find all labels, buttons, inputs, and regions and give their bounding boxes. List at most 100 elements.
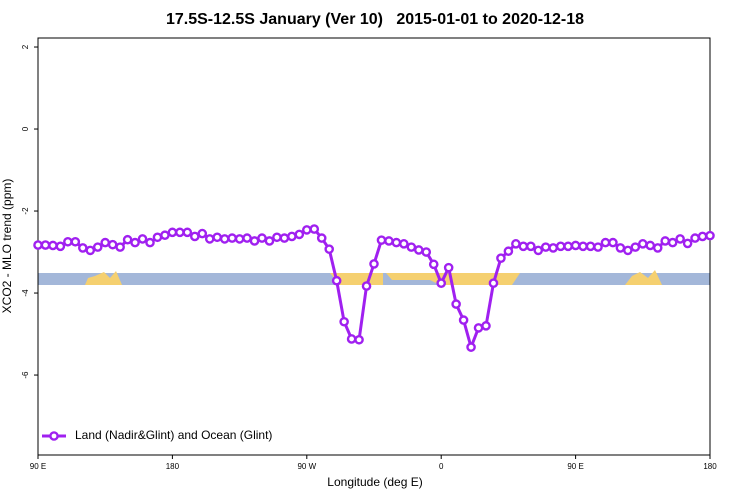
data-point	[294, 229, 305, 240]
y-tick-label: 0	[21, 126, 30, 131]
data-point	[354, 334, 364, 345]
x-tick-label: 180	[166, 462, 180, 471]
data-point	[600, 237, 611, 248]
data-point	[682, 238, 693, 249]
data-point	[324, 244, 335, 254]
data-point	[563, 241, 573, 252]
data-point	[145, 237, 155, 248]
data-point	[443, 262, 454, 273]
data-point	[623, 245, 633, 256]
data-point	[40, 240, 51, 250]
data-point	[436, 278, 447, 288]
y-axis-label: XCO2 - MLO trend (ppm)	[0, 179, 14, 314]
data-point	[667, 237, 678, 248]
data-point	[331, 275, 342, 286]
data-point	[555, 241, 566, 252]
data-point	[182, 227, 193, 238]
y-tick-label: 2	[21, 44, 30, 49]
data-point	[242, 233, 252, 243]
x-tick-label: 90 W	[297, 462, 316, 471]
y-tick-label: -6	[21, 371, 30, 379]
data-point	[130, 237, 140, 248]
data-point	[645, 240, 656, 251]
data-point	[219, 234, 230, 244]
data-point	[316, 233, 327, 243]
data-point	[705, 230, 715, 241]
data-point	[376, 235, 387, 245]
data-point	[152, 232, 163, 243]
plot-frame	[37, 37, 711, 456]
data-point	[301, 225, 312, 235]
data-point	[227, 233, 237, 243]
data-point	[287, 231, 297, 242]
x-tick-label: 90 E	[30, 462, 46, 471]
data-point	[249, 236, 260, 246]
data-point	[399, 239, 409, 249]
data-point	[63, 236, 73, 247]
data-point	[615, 243, 626, 253]
data-point	[92, 242, 103, 252]
data-point	[690, 233, 700, 243]
data-point	[697, 231, 708, 242]
series-line	[38, 227, 711, 352]
data-point	[466, 342, 476, 352]
data-point	[511, 239, 521, 249]
data-point	[570, 240, 581, 251]
data-point	[55, 241, 66, 252]
data-point	[234, 234, 245, 244]
land-ocean-strip	[38, 270, 710, 285]
data-point	[48, 240, 58, 251]
data-point	[578, 241, 588, 252]
data-point	[481, 321, 491, 331]
data-point	[406, 242, 417, 252]
data-point	[339, 316, 349, 327]
legend-marker	[49, 431, 59, 441]
data-point	[309, 224, 320, 234]
data-point	[189, 231, 200, 242]
data-point	[421, 247, 432, 257]
data-point	[33, 240, 43, 250]
data-point	[630, 242, 641, 252]
data-point	[85, 245, 96, 256]
data-point	[526, 241, 536, 252]
data-point	[660, 236, 671, 246]
data-point	[100, 237, 110, 248]
data-point	[473, 323, 484, 333]
data-point	[548, 243, 559, 253]
data-point	[115, 242, 125, 252]
data-point	[107, 239, 118, 250]
data-point	[272, 232, 282, 243]
legend-label: Land (Nadir&Glint) and Ocean (Glint)	[75, 428, 272, 442]
data-point	[204, 234, 215, 244]
x-tick-label: 90 E	[567, 462, 583, 471]
x-tick-label: 0	[439, 462, 444, 471]
data-point	[675, 234, 685, 244]
data-point	[279, 233, 290, 243]
x-axis-label: Longitude (deg E)	[327, 475, 422, 489]
data-point	[212, 232, 222, 243]
data-point	[533, 245, 544, 256]
data-point	[540, 242, 551, 252]
data-point	[346, 334, 357, 344]
data-point	[451, 299, 461, 309]
data-point	[167, 227, 178, 238]
data-point	[593, 242, 603, 252]
data-point	[458, 315, 469, 325]
data-point	[391, 237, 402, 248]
x-tick-label: 180	[703, 462, 717, 471]
data-point	[638, 239, 648, 249]
y-tick-label: -4	[21, 289, 30, 297]
data-point	[384, 236, 394, 246]
data-point	[413, 245, 424, 255]
data-point	[361, 281, 372, 291]
data-point	[369, 259, 379, 269]
data-point	[608, 237, 618, 248]
data-point	[488, 278, 499, 288]
data-point	[137, 234, 148, 244]
data-point	[652, 243, 663, 253]
chart-title: 17.5S-12.5S January (Ver 10) 2015-01-01 …	[166, 11, 584, 28]
data-point	[175, 227, 185, 238]
data-point	[428, 259, 439, 270]
data-point	[585, 241, 596, 252]
